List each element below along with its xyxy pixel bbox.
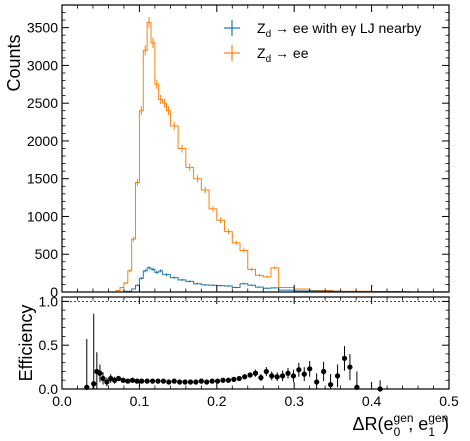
efficiency-point xyxy=(321,368,327,375)
efficiency-point xyxy=(91,381,97,387)
efficiency-point xyxy=(198,378,204,384)
efficiency-point xyxy=(134,378,140,384)
efficiency-point xyxy=(100,375,106,382)
efficiency-point xyxy=(307,366,313,372)
efficiency-point xyxy=(97,370,103,376)
efficiency-point xyxy=(166,379,172,385)
efficiency-point xyxy=(187,379,194,385)
x-axis-label: ΔR(egen 0, egen 1) xyxy=(353,411,449,439)
y-tick-label: 0.0 xyxy=(39,381,59,397)
y-tick-label: 1.0 xyxy=(39,293,59,309)
x-tick-label: 0.0 xyxy=(52,393,72,409)
efficiency-point xyxy=(242,374,248,380)
histogram-series-1 xyxy=(108,21,449,293)
legend-label: Zd → ee with eγ LJ nearby xyxy=(257,20,421,40)
efficiency-point xyxy=(155,378,161,384)
efficiency-point xyxy=(220,377,226,383)
y-tick-label: 2000 xyxy=(27,133,58,149)
y-tick-label: 500 xyxy=(35,246,59,262)
efficiency-point xyxy=(347,364,353,370)
efficiency-point xyxy=(247,372,253,378)
legend: Zd → ee with eγ LJ nearby Zd → ee xyxy=(224,20,421,65)
x-tick-label: 0.2 xyxy=(207,393,227,409)
y-tick-label: 0.5 xyxy=(39,337,59,353)
x-tick-label: 0.1 xyxy=(130,393,150,409)
x-tick-label: 0.5 xyxy=(439,393,459,409)
efficiency-point xyxy=(120,377,126,383)
y-tick-label: 2500 xyxy=(27,95,58,111)
x-tick-label: 0.4 xyxy=(362,393,382,409)
bottom-axes-frame xyxy=(61,296,450,390)
efficiency-point xyxy=(129,377,136,383)
efficiency-point xyxy=(327,382,334,388)
efficiency-point xyxy=(171,378,177,384)
efficiency-point xyxy=(112,377,118,383)
efficiency-point xyxy=(258,375,264,381)
efficiency-point xyxy=(231,376,237,382)
efficiency-point xyxy=(104,379,110,385)
efficiency-point xyxy=(296,367,302,373)
efficiency-point xyxy=(314,379,320,385)
y-tick-label: 0 xyxy=(50,284,58,300)
efficiency-point xyxy=(160,378,166,384)
y-axis-label: Efficiency xyxy=(16,305,36,382)
efficiency-point xyxy=(236,375,242,382)
efficiency-point xyxy=(225,377,232,383)
efficiency-point xyxy=(341,355,348,361)
y-axis-label: Counts xyxy=(4,34,24,91)
efficiency-point xyxy=(334,373,341,379)
efficiency-point xyxy=(177,379,183,385)
efficiency-point xyxy=(285,370,291,376)
efficiency-point xyxy=(252,370,259,376)
efficiency-point xyxy=(301,371,307,377)
y-tick-label: 1000 xyxy=(27,208,58,224)
efficiency-point xyxy=(290,373,297,379)
efficiency-point xyxy=(193,379,199,385)
histogram-series-0 xyxy=(123,267,449,293)
efficiency-point xyxy=(279,373,286,379)
efficiency-point xyxy=(274,374,280,380)
efficiency-point xyxy=(269,373,275,379)
bottom-panel: 0.00.51.00.0 0.1 0.2 0.3 0.4 0.5EfficiencyΔR(… xyxy=(16,293,459,439)
efficiency-point xyxy=(204,379,210,385)
top-axes-frame xyxy=(61,4,450,293)
x-tick-label: 0.3 xyxy=(284,393,304,409)
efficiency-point xyxy=(209,378,215,384)
efficiency-point xyxy=(214,378,221,384)
y-tick-label: 3000 xyxy=(27,57,58,73)
efficiency-point xyxy=(144,378,150,384)
efficiency-point xyxy=(108,375,114,382)
efficiency-point xyxy=(125,378,131,384)
efficiency-point xyxy=(182,379,188,385)
efficiency-point xyxy=(139,378,145,384)
y-tick-label: 1500 xyxy=(27,171,58,187)
legend-label: Zd → ee xyxy=(257,45,309,65)
efficiency-point xyxy=(149,378,156,384)
efficiency-point xyxy=(263,368,269,375)
efficiency-point xyxy=(115,375,122,382)
y-tick-label: 3500 xyxy=(27,20,58,36)
